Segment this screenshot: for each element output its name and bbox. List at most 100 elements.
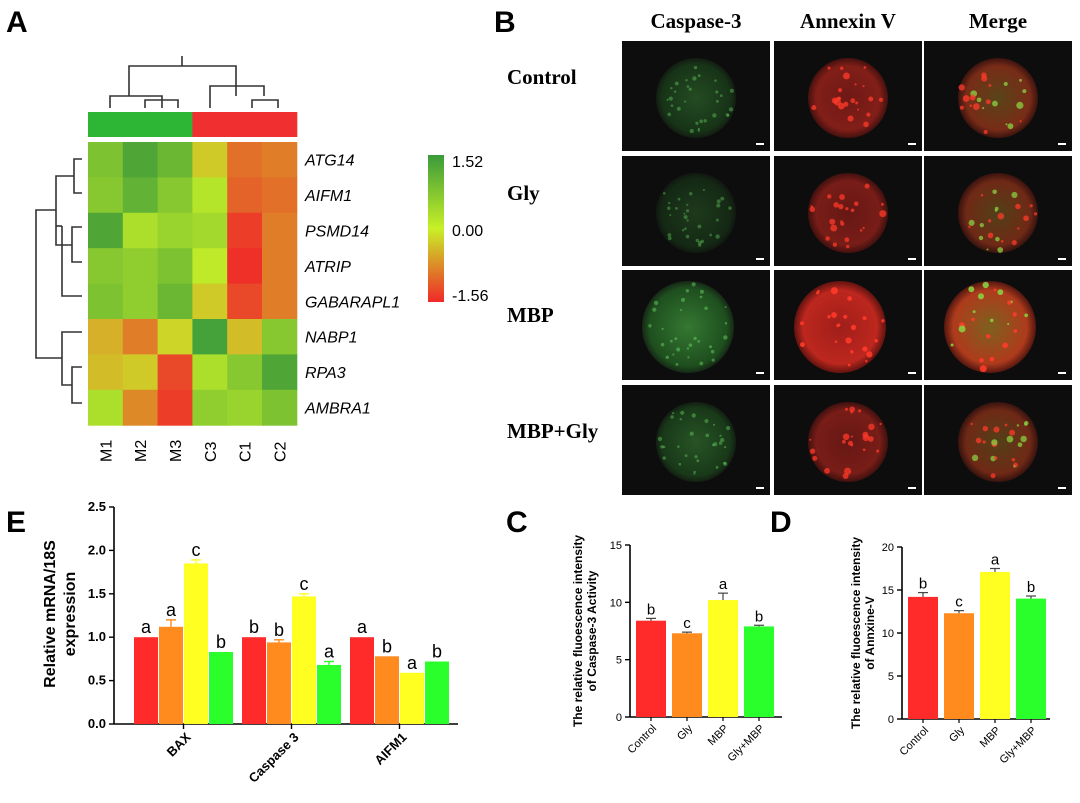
- fluorescence-speckle: [667, 206, 671, 211]
- heatmap-cell: [227, 389, 263, 426]
- fluorescence-speckle: [993, 426, 1000, 433]
- fluorescence-speckle: [863, 66, 867, 69]
- fluorescence-speckle: [677, 197, 681, 201]
- fluorescence-speckle: [844, 467, 852, 475]
- fluorescence-speckle: [829, 218, 836, 225]
- column-dendrogram: [109, 56, 279, 108]
- significance-letter: a: [991, 552, 1000, 569]
- heatmap-cell: [88, 283, 124, 320]
- fluorescence-speckle: [668, 96, 673, 101]
- fluorescence-speckle: [692, 76, 697, 81]
- fluorescence-speckle: [712, 113, 717, 118]
- bar: [184, 563, 208, 724]
- fluorescence-speckle: [800, 342, 805, 348]
- fluorescence-speckle: [840, 221, 845, 226]
- fluorescence-speckle: [985, 333, 991, 339]
- fluorescence-speckle: [1019, 78, 1022, 82]
- fluorescence-speckle: [811, 105, 817, 111]
- fluorescence-speckle: [666, 98, 669, 101]
- fluorescence-speckle: [847, 115, 854, 122]
- y-tick-label: 1.5: [88, 586, 106, 601]
- fluorescence-speckle: [704, 419, 709, 423]
- y-tick-label: 10: [610, 597, 622, 609]
- fluorescence-speckle: [678, 462, 682, 466]
- fluorescence-speckle: [992, 100, 998, 107]
- heatmap-cell: [157, 283, 193, 320]
- fluorescence-speckle: [868, 96, 874, 102]
- fluorescence-speckle: [982, 425, 989, 432]
- fluorescence-speckle: [715, 465, 719, 469]
- bar: [209, 651, 233, 724]
- fluorescence-speckle: [993, 456, 998, 460]
- fluorescence-speckle: [1004, 423, 1008, 427]
- gene-label: AIFM1: [304, 188, 352, 205]
- fluorescence-speckle: [719, 94, 723, 97]
- significance-letter: c: [955, 594, 963, 611]
- fluorescence-speckle: [847, 363, 851, 367]
- scale-bar: [756, 487, 764, 489]
- x-tick-label: Gly: [675, 722, 696, 743]
- fluorescence-speckle: [979, 222, 984, 228]
- microscopy-row-label: MBP+Gly: [507, 419, 599, 443]
- y-tick-label: 0: [616, 712, 622, 724]
- fluorescence-speckle: [836, 324, 840, 328]
- fluorescence-speckle: [699, 289, 704, 294]
- significance-letter: b: [274, 620, 284, 640]
- fluorescence-speckle: [697, 127, 701, 131]
- fluorescence-speckle: [725, 113, 730, 117]
- fluorescence-speckle: [850, 98, 856, 104]
- microscopy-column-header: Merge: [969, 9, 1027, 33]
- fluorescence-speckle: [711, 358, 715, 362]
- fluorescence-speckle: [854, 83, 857, 86]
- fluorescence-speckle: [800, 321, 804, 326]
- y-tick-label: 5: [616, 655, 622, 667]
- fluorescence-speckle: [688, 87, 692, 91]
- microscopy-panel: B Caspase-3 Annexin V Merge Control Gly MBP M…: [494, 6, 1072, 495]
- fluorescence-speckle: [665, 355, 670, 359]
- heatmap-cell: [192, 389, 228, 426]
- scale-bar: [756, 372, 764, 374]
- heatmap-cell: [192, 319, 228, 355]
- fluorescence-speckle: [699, 295, 703, 299]
- fluorescence-speckle: [689, 431, 694, 436]
- heatmap-cell: [227, 212, 263, 249]
- bar: [375, 656, 399, 724]
- fluorescence-speckle: [699, 119, 704, 124]
- sample-label: M1: [98, 440, 115, 462]
- fluorescence-speckle: [989, 356, 995, 362]
- fluorescence-speckle: [1005, 123, 1008, 126]
- fluorescence-speckle: [697, 74, 701, 78]
- group-color-cell: [192, 112, 228, 137]
- significance-letter: b: [249, 617, 259, 637]
- fluorescence-speckle: [724, 322, 728, 325]
- scale-bar: [756, 258, 764, 260]
- fluorescence-speckle: [724, 306, 727, 309]
- fluorescence-speckle: [831, 312, 837, 318]
- bar: [159, 626, 183, 724]
- heatmap-cell: [262, 319, 298, 355]
- row-dendrogram: [35, 158, 82, 404]
- fluorescence-speckle: [1022, 89, 1027, 94]
- heatmap-cell: [157, 142, 193, 178]
- bar: [350, 637, 374, 724]
- fluorescence-speckle: [1017, 442, 1023, 448]
- fluorescence-speckle: [1007, 123, 1014, 130]
- fluorescence-speckle: [850, 435, 854, 438]
- fluorescence-speckle: [686, 219, 689, 222]
- scale-bar: [908, 143, 916, 145]
- heatmap-cell: [227, 354, 263, 391]
- fluorescence-speckle: [661, 327, 664, 330]
- scale-min-label: -1.56: [452, 288, 489, 305]
- fluorescence-speckle: [824, 467, 830, 474]
- heatmap-cell: [88, 248, 124, 285]
- oocyte: [808, 402, 888, 482]
- fluorescence-speckle: [680, 297, 686, 302]
- fluorescence-speckle: [847, 296, 853, 301]
- bar: [317, 664, 341, 724]
- fluorescence-speckle: [669, 339, 673, 343]
- oocyte: [642, 281, 734, 373]
- fluorescence-speckle: [990, 318, 994, 323]
- significance-letter: b: [647, 601, 655, 618]
- fluorescence-speckle: [862, 448, 866, 452]
